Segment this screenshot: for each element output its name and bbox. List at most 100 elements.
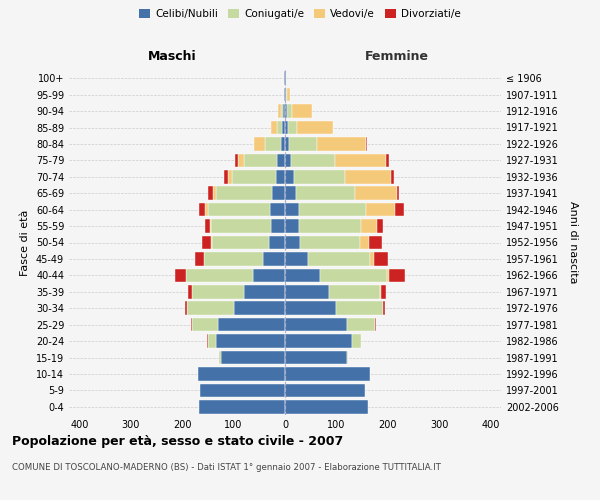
Bar (187, 302, 233, 315)
Bar (380, 285, 381, 298)
Bar (185, 302, 187, 315)
Bar (283, 104, 285, 118)
Bar (383, 302, 385, 315)
Bar (219, 351, 221, 364)
Bar (215, 334, 285, 348)
Bar (277, 154, 285, 167)
Bar (263, 252, 285, 266)
Bar (335, 154, 386, 167)
Bar (205, 220, 211, 233)
Bar (215, 186, 272, 200)
Bar (374, 252, 388, 266)
Bar (320, 268, 387, 282)
Bar (381, 285, 386, 298)
Bar (228, 170, 232, 183)
Bar (269, 203, 285, 216)
Bar (285, 318, 347, 332)
Bar (205, 203, 208, 216)
Bar (285, 88, 286, 102)
Bar (285, 252, 308, 266)
Bar (359, 236, 369, 249)
Bar (292, 104, 312, 118)
Bar (208, 334, 215, 348)
Bar (175, 268, 186, 282)
Bar (296, 186, 355, 200)
Bar (276, 170, 285, 183)
Bar (204, 252, 263, 266)
Bar (289, 137, 317, 150)
Bar (301, 236, 359, 249)
Bar (285, 285, 329, 298)
Bar (369, 236, 382, 249)
Bar (278, 104, 281, 118)
Bar (193, 285, 244, 298)
Bar (347, 351, 348, 364)
Bar (391, 170, 394, 183)
Bar (344, 170, 391, 183)
Bar (386, 154, 389, 167)
Bar (284, 88, 285, 102)
Bar (211, 220, 271, 233)
Bar (244, 285, 285, 298)
Bar (235, 154, 238, 167)
Bar (287, 88, 290, 102)
Bar (352, 334, 361, 348)
Bar (285, 186, 296, 200)
Bar (285, 137, 289, 150)
Bar (193, 318, 218, 332)
Bar (221, 351, 285, 364)
Bar (294, 170, 344, 183)
Bar (199, 203, 205, 216)
Text: COMUNE DI TOSCOLANO-MADERNO (BS) - Dati ISTAT 1° gennaio 2007 - Elaborazione TUT: COMUNE DI TOSCOLANO-MADERNO (BS) - Dati … (12, 462, 441, 471)
Bar (377, 220, 383, 233)
Bar (208, 203, 269, 216)
Bar (232, 170, 276, 183)
Bar (366, 137, 367, 150)
Bar (285, 203, 299, 216)
Bar (284, 72, 285, 85)
Bar (195, 252, 204, 266)
Legend: Celibi/Nubili, Coniugati/e, Vedovi/e, Divorziati/e: Celibi/Nubili, Coniugati/e, Vedovi/e, Di… (135, 5, 465, 24)
Bar (286, 88, 287, 102)
Bar (285, 400, 368, 413)
Bar (191, 318, 193, 332)
Bar (202, 236, 211, 249)
Bar (271, 121, 277, 134)
Bar (283, 121, 285, 134)
Bar (285, 121, 287, 134)
Bar (285, 154, 291, 167)
Bar (233, 302, 285, 315)
Bar (285, 384, 365, 397)
Bar (285, 351, 347, 364)
Text: Maschi: Maschi (148, 50, 197, 64)
Bar (285, 220, 299, 233)
Bar (197, 367, 285, 380)
Bar (291, 154, 335, 167)
Bar (287, 104, 292, 118)
Bar (285, 334, 352, 348)
Bar (224, 170, 228, 183)
Bar (285, 104, 287, 118)
Bar (199, 400, 285, 413)
Bar (277, 121, 283, 134)
Bar (389, 268, 405, 282)
Bar (281, 104, 283, 118)
Bar (285, 302, 337, 315)
Bar (285, 72, 286, 85)
Bar (244, 154, 277, 167)
Bar (253, 268, 285, 282)
Bar (397, 186, 399, 200)
Bar (265, 137, 281, 150)
Bar (200, 384, 285, 397)
Y-axis label: Fasce di età: Fasce di età (20, 210, 30, 276)
Bar (337, 302, 383, 315)
Text: Femmine: Femmine (365, 50, 430, 64)
Bar (271, 220, 285, 233)
Bar (329, 285, 380, 298)
Bar (207, 334, 208, 348)
Bar (238, 154, 244, 167)
Bar (308, 252, 370, 266)
Bar (299, 220, 361, 233)
Text: Popolazione per età, sesso e stato civile - 2007: Popolazione per età, sesso e stato civil… (12, 435, 343, 448)
Bar (254, 137, 265, 150)
